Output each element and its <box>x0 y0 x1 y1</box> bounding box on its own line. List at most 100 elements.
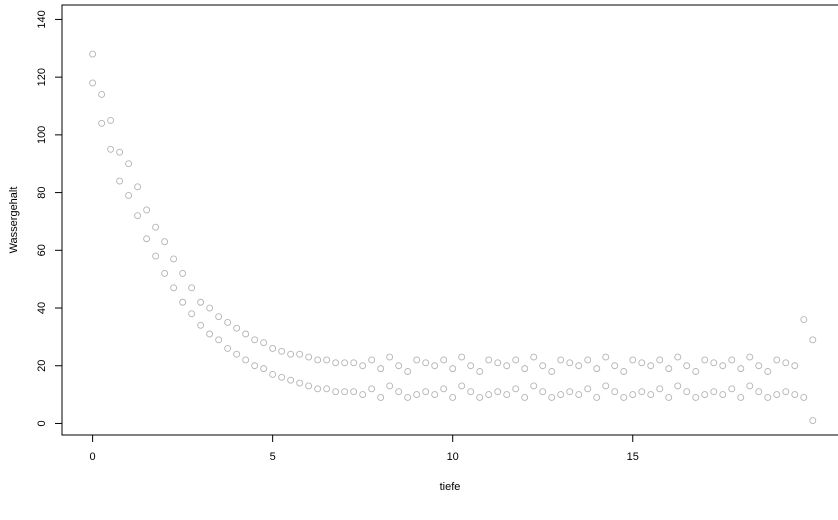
point <box>764 368 772 375</box>
point <box>593 394 601 401</box>
point <box>368 356 376 364</box>
point <box>341 359 349 367</box>
x-tick-label: 15 <box>627 451 639 463</box>
point <box>431 362 439 370</box>
point <box>377 365 385 373</box>
point <box>170 284 178 292</box>
point <box>170 255 178 263</box>
point <box>494 359 502 367</box>
point <box>674 353 682 361</box>
point <box>665 394 673 401</box>
point <box>260 339 268 347</box>
point <box>647 391 655 399</box>
point <box>224 344 232 352</box>
point <box>638 359 646 367</box>
point <box>269 344 277 352</box>
point <box>755 388 763 396</box>
point <box>656 356 664 364</box>
y-tick-label: 60 <box>36 244 48 256</box>
point <box>728 356 736 364</box>
point <box>719 391 727 399</box>
point <box>386 382 394 390</box>
point <box>773 356 781 364</box>
x-axis-label: tiefe <box>440 481 461 493</box>
point <box>215 313 223 321</box>
point <box>287 376 295 384</box>
point <box>413 391 421 399</box>
point <box>485 356 493 364</box>
point <box>647 362 655 370</box>
point <box>143 206 151 214</box>
point <box>629 391 637 399</box>
point <box>413 356 421 364</box>
point <box>98 91 106 98</box>
point <box>179 298 187 306</box>
point <box>602 382 610 390</box>
point <box>530 353 538 361</box>
point <box>197 298 205 306</box>
point <box>224 318 232 326</box>
point <box>476 368 484 375</box>
point <box>737 365 745 373</box>
point <box>116 148 124 156</box>
point <box>296 379 304 387</box>
point <box>521 365 529 373</box>
point <box>710 388 718 396</box>
point <box>197 321 205 329</box>
point <box>512 356 520 364</box>
point <box>467 362 475 370</box>
point <box>359 362 367 370</box>
point <box>620 368 628 375</box>
point <box>782 359 790 367</box>
point <box>251 362 259 370</box>
point <box>557 356 565 364</box>
point <box>341 388 349 396</box>
point <box>449 394 457 401</box>
point <box>449 365 457 373</box>
point <box>440 385 448 393</box>
point <box>575 362 583 370</box>
point <box>458 353 466 361</box>
point <box>467 388 475 396</box>
x-tick-label: 5 <box>270 451 276 463</box>
point <box>233 350 241 358</box>
point <box>161 269 169 277</box>
point <box>404 394 412 401</box>
point <box>548 394 556 401</box>
point <box>332 388 340 396</box>
point <box>332 359 340 367</box>
point <box>584 385 592 393</box>
y-tick-label: 120 <box>36 68 48 86</box>
point <box>512 385 520 393</box>
point <box>611 388 619 396</box>
point <box>206 330 214 338</box>
point <box>503 391 511 399</box>
point <box>323 356 331 364</box>
plot-box <box>61 4 838 436</box>
point <box>404 368 412 375</box>
point <box>314 385 322 393</box>
point <box>89 79 97 87</box>
point <box>107 145 115 153</box>
point <box>773 391 781 399</box>
y-tick-label: 100 <box>36 126 48 144</box>
point <box>206 304 214 312</box>
point <box>521 394 529 401</box>
point <box>125 192 133 199</box>
point <box>710 359 718 367</box>
point <box>800 394 808 401</box>
point <box>179 269 187 277</box>
point <box>503 362 511 370</box>
point <box>566 359 574 367</box>
point <box>350 388 358 396</box>
y-tick-label: 20 <box>36 360 48 372</box>
point <box>242 356 250 364</box>
point <box>791 362 799 370</box>
point <box>629 356 637 364</box>
point <box>314 356 322 364</box>
point <box>638 388 646 396</box>
point <box>251 336 259 344</box>
point <box>539 362 547 370</box>
point <box>377 394 385 401</box>
point <box>584 356 592 364</box>
